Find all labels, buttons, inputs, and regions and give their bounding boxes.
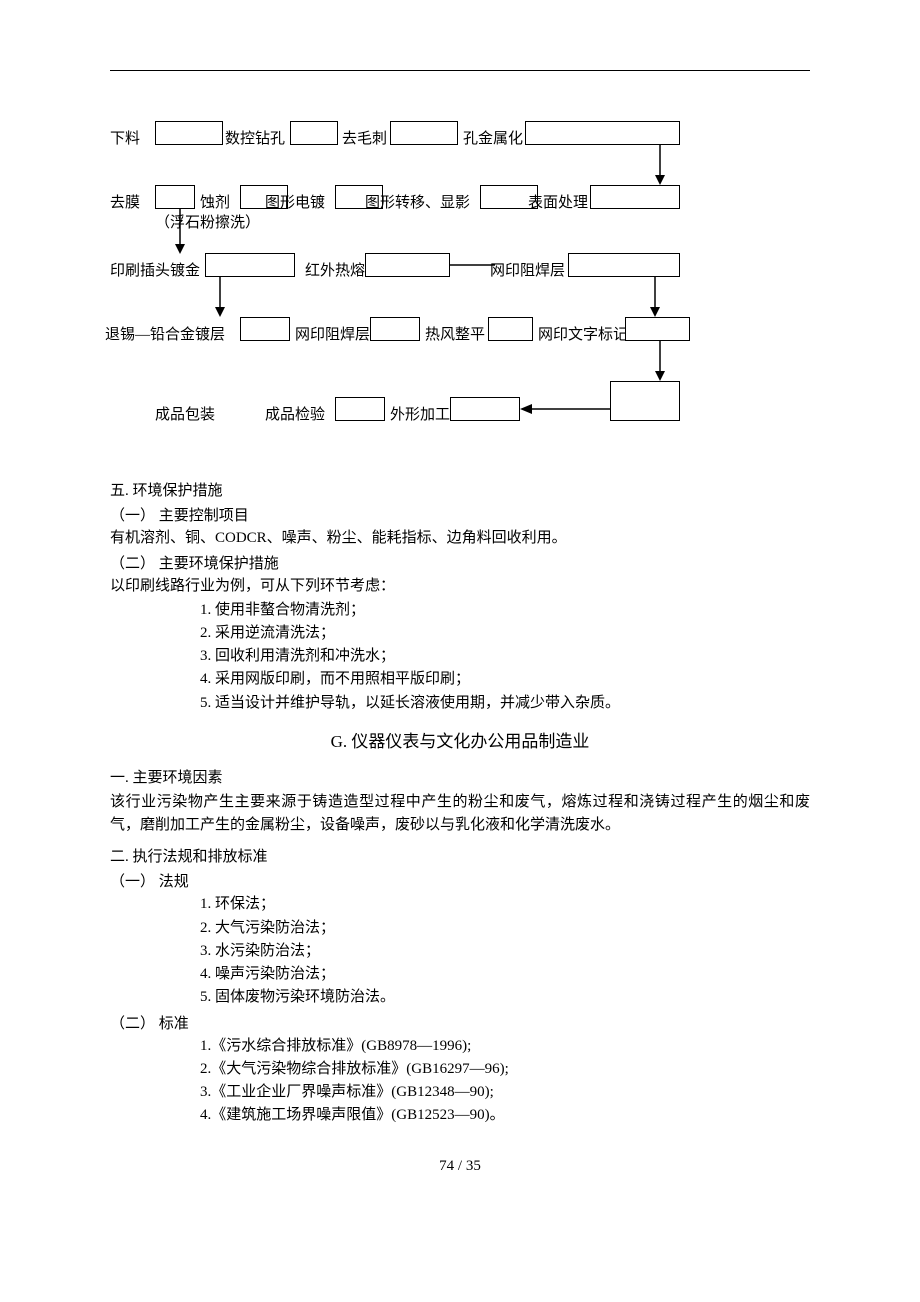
fc-label-qumao: 去毛刺: [342, 127, 387, 148]
section5-item-5: 5. 适当设计并维护导轨，以延长溶液使用期，并减少带入杂质。: [200, 692, 810, 715]
section2-sub1: （一） 法规: [110, 870, 810, 891]
fc-label-jy: 成品检验: [265, 403, 325, 424]
section5-sub1: （一） 主要控制项目: [110, 504, 810, 525]
fc-label-shukong: 数控钻孔: [225, 127, 285, 148]
arrow-r5-h: [520, 403, 615, 415]
fc-box-r1-1: [155, 121, 223, 145]
header-rule: [110, 70, 810, 71]
section5-heading: 五. 环境保护措施: [110, 479, 810, 500]
fc-label-tuxingdd: 图形电镀: [265, 191, 325, 212]
sectionG-heading: G. 仪器仪表与文化办公用品制造业: [110, 727, 810, 752]
fc-label-kongjin: 孔金属化: [463, 127, 523, 148]
section5-sub1-body: 有机溶剂、铜、CODCR、噪声、粉尘、能耗指标、边角料回收利用。: [110, 527, 810, 550]
fc-box-r1-3: [390, 121, 458, 145]
fc-label-tuxingzy: 图形转移、显影: [365, 191, 470, 212]
std-item-1: 1.《污水综合排放标准》(GB8978—1996);: [200, 1035, 810, 1058]
fc-box-r4-1: [240, 317, 290, 341]
fc-box-r2-5: [590, 185, 680, 209]
law-item-5: 5. 固体废物污染环境防治法。: [200, 986, 810, 1009]
section5-item-2: 2. 采用逆流清洗法；: [200, 622, 810, 645]
fc-label-hongwai: 红外热熔: [305, 259, 365, 280]
arrow-r3-d3: [645, 277, 665, 317]
std-item-4: 4.《建筑施工场界噪声限值》(GB12523—90)。: [200, 1104, 810, 1127]
fc-label-wenzibiaoji: 网印文字标记: [538, 323, 628, 344]
section2-heading: 二. 执行法规和排放标准: [110, 845, 810, 866]
fc-box-r5-3: [610, 381, 680, 421]
fc-label-wangyin2: 网印阻焊层: [295, 323, 370, 344]
section5-sub2-intro: 以印刷线路行业为例，可从下列环节考虑：: [110, 575, 810, 598]
section5-list: 1. 使用非螯合物清洗剂； 2. 采用逆流清洗法； 3. 回收利用清洗剂和冲洗水…: [110, 599, 810, 715]
section2-standards-list: 1.《污水综合排放标准》(GB8978—1996); 2.《大气污染物综合排放标…: [110, 1035, 810, 1128]
fc-box-r3-1: [205, 253, 295, 277]
fc-box-r3-3: [568, 253, 680, 277]
arrow-r2-down-left: [170, 209, 190, 254]
fc-box-r4-3: [488, 317, 533, 341]
document-page: 下料 数控钻孔 去毛刺 孔金属化 去膜 蚀剂 图形电镀 图形转移、显影 表面处理…: [0, 0, 920, 1230]
fc-box-r2-1: [155, 185, 195, 209]
section2-sub2: （二） 标准: [110, 1012, 810, 1033]
fc-label-refeng: 热风整平: [425, 323, 485, 344]
fc-label-wxjg: 外形加工: [390, 403, 450, 424]
fc-label-tuixi: 退锡—铅合金镀层: [105, 323, 225, 344]
fc-label-bz: 成品包装: [155, 403, 215, 424]
fc-label-yinshua: 印刷插头镀金: [110, 259, 200, 280]
section5-item-3: 3. 回收利用清洗剂和冲洗水；: [200, 645, 810, 668]
fc-label-biaomian: 表面处理: [528, 191, 588, 212]
fc-label-shiji: 蚀剂: [200, 191, 230, 212]
section1-heading: 一. 主要环境因素: [110, 766, 810, 787]
arrow-r4-d: [650, 341, 670, 381]
arrow-r1-down: [650, 145, 670, 185]
std-item-3: 3.《工业企业厂界噪声标准》(GB12348—90);: [200, 1081, 810, 1104]
law-item-3: 3. 水污染防治法；: [200, 940, 810, 963]
fc-box-r5-2: [450, 397, 520, 421]
section5-item-1: 1. 使用非螯合物清洗剂；: [200, 599, 810, 622]
std-item-2: 2.《大气污染物综合排放标准》(GB16297—96);: [200, 1058, 810, 1081]
fc-label-xialiao: 下料: [110, 127, 140, 148]
arrow-r3-d1: [210, 277, 230, 317]
law-item-2: 2. 大气污染防治法；: [200, 917, 810, 940]
fc-box-r3-2: [365, 253, 450, 277]
fc-label-wangyin: 网印阻焊层: [490, 259, 565, 280]
section1-body: 该行业污染物产生主要来源于铸造造型过程中产生的粉尘和废气，熔炼过程和浇铸过程产生…: [110, 791, 810, 838]
law-item-1: 1. 环保法；: [200, 893, 810, 916]
fc-box-r4-2: [370, 317, 420, 341]
fc-box-r1-4: [525, 121, 680, 145]
section2-laws-list: 1. 环保法； 2. 大气污染防治法； 3. 水污染防治法； 4. 噪声污染防治…: [110, 893, 810, 1009]
fc-box-r5-1: [335, 397, 385, 421]
section5-item-4: 4. 采用网版印刷，而不用照相平版印刷；: [200, 668, 810, 691]
fc-label-qumo: 去膜: [110, 191, 140, 212]
flowchart: 下料 数控钻孔 去毛刺 孔金属化 去膜 蚀剂 图形电镀 图形转移、显影 表面处理…: [110, 121, 810, 471]
fc-box-r4-4: [625, 317, 690, 341]
law-item-4: 4. 噪声污染防治法；: [200, 963, 810, 986]
page-number: 74 / 35: [110, 1158, 810, 1175]
section5-sub2: （二） 主要环境保护措施: [110, 552, 810, 573]
fc-box-r1-2: [290, 121, 338, 145]
arrow-r3-h: [450, 259, 495, 271]
